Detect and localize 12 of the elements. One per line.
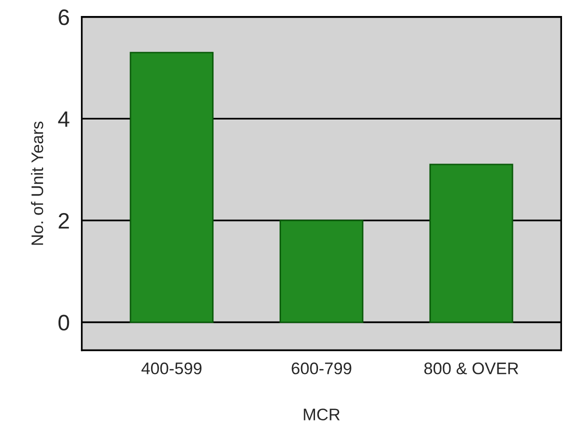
bar [280, 220, 364, 323]
x-tick-label: 600-799 [292, 362, 352, 374]
x-axis-title: MCR [304, 408, 340, 420]
y-tick-label: 0 [58, 314, 70, 331]
y-tick-label: 4 [58, 111, 70, 127]
x-tick-label: 400-599 [141, 362, 202, 374]
y-axis-title: No. of Unit Years [30, 122, 44, 245]
bar [130, 52, 214, 323]
y-tick-label: 6 [58, 9, 69, 26]
y-tick-label: 2 [58, 213, 69, 229]
bar [429, 164, 514, 323]
x-tick-label: 800 & OVER [424, 362, 518, 374]
